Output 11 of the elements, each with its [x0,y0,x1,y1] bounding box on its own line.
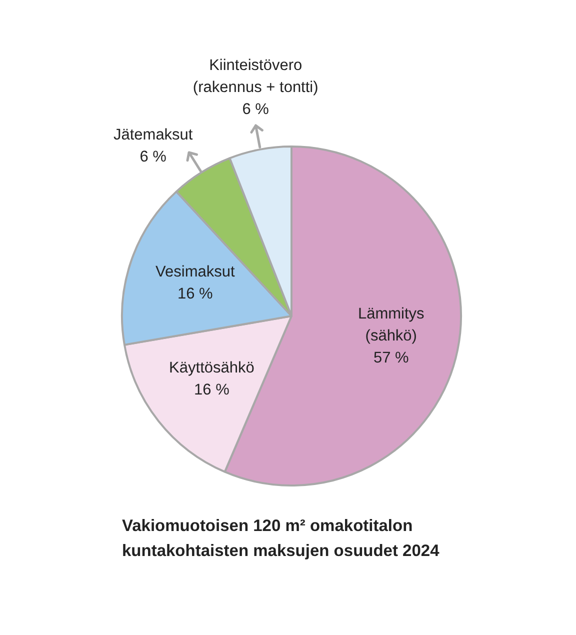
slice-label: Jätemaksut [113,126,194,144]
data-label: 6 % [242,101,270,118]
slice-label: Kiinteistövero (rakennus + tontti) [192,57,318,96]
slice-label: Käyttösähkö [169,359,254,376]
text: Vakiomuotoisen 120 m² omakotitalon kuntakohtaisten maksujen osuudet 2024 [122,516,440,562]
slice-label: Vesimaksut [156,264,236,281]
data-label: 57 % [373,350,410,367]
slice-label: Lämmitys (sähkö) [358,306,425,345]
data-label: 16 % [178,286,214,303]
data-label: 16 % [194,381,230,398]
data-label: 6 % [140,148,167,166]
